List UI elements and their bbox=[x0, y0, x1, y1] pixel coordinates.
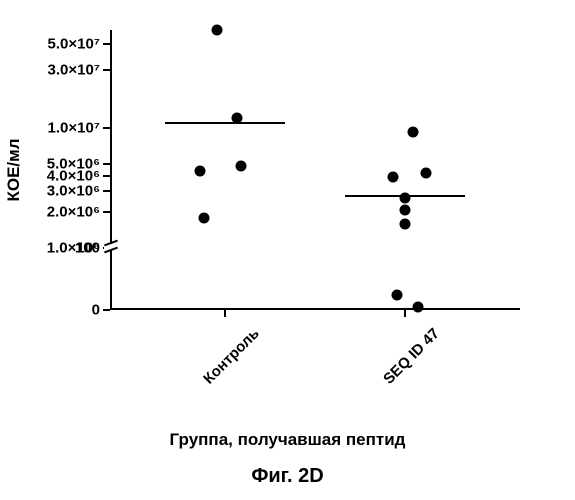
x-axis-title: Группа, получавшая пептид bbox=[0, 430, 575, 450]
y-tick-label: 0 bbox=[10, 302, 100, 319]
plot-area: 01001.0×10⁶2.0×10⁶3.0×10⁶4.0×10⁶5.0×10⁶1… bbox=[110, 30, 520, 310]
median-bar bbox=[345, 195, 465, 197]
data-point bbox=[392, 289, 403, 300]
x-tick-label: Контроль bbox=[200, 325, 263, 388]
figure-label: Фиг. 2D bbox=[0, 465, 575, 488]
x-tick bbox=[224, 310, 226, 317]
data-point bbox=[387, 172, 398, 183]
data-point bbox=[199, 212, 210, 223]
y-tick bbox=[103, 190, 110, 192]
x-axis-line bbox=[110, 308, 520, 310]
median-bar bbox=[165, 122, 285, 124]
data-point bbox=[412, 301, 423, 312]
data-point bbox=[236, 161, 247, 172]
y-tick-label: 5.0×10⁶ bbox=[10, 156, 100, 173]
y-axis-line bbox=[110, 30, 112, 310]
y-tick-label: 1.0×10⁶ bbox=[10, 240, 100, 257]
y-tick-label: 3.0×10⁷ bbox=[10, 62, 100, 79]
y-tick bbox=[103, 127, 110, 129]
y-tick bbox=[103, 43, 110, 45]
data-point bbox=[420, 168, 431, 179]
y-tick-label: 3.0×10⁶ bbox=[10, 182, 100, 199]
y-tick bbox=[103, 309, 110, 311]
y-tick bbox=[103, 69, 110, 71]
y-tick-label: 1.0×10⁷ bbox=[10, 119, 100, 136]
y-tick-label: 2.0×10⁶ bbox=[10, 204, 100, 221]
x-tick bbox=[404, 310, 406, 317]
y-tick-label: 5.0×10⁷ bbox=[10, 35, 100, 52]
data-point bbox=[195, 165, 206, 176]
x-tick-label: SEQ ID 47 bbox=[380, 325, 443, 388]
data-point bbox=[408, 127, 419, 138]
y-tick bbox=[103, 163, 110, 165]
axis-break bbox=[104, 240, 118, 254]
y-tick bbox=[103, 175, 110, 177]
data-point bbox=[211, 25, 222, 36]
figure-container: КОЕ/мл 01001.0×10⁶2.0×10⁶3.0×10⁶4.0×10⁶5… bbox=[0, 0, 575, 500]
y-tick bbox=[103, 211, 110, 213]
data-point bbox=[400, 204, 411, 215]
data-point bbox=[400, 218, 411, 229]
